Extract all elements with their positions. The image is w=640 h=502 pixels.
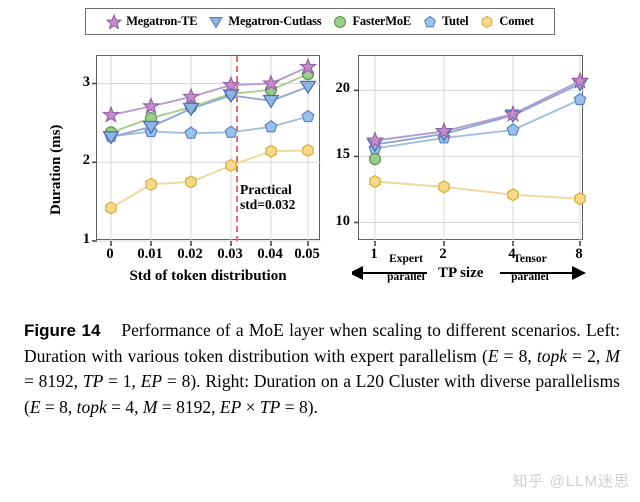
data-point-comet — [438, 180, 450, 194]
data-point-megatron-te — [503, 104, 523, 122]
left-xtick-0.02: 0.02 — [177, 246, 203, 262]
figure-caption: Figure 14 Performance of a MoE layer whe… — [24, 318, 620, 420]
right-xtick-8: 8 — [575, 246, 583, 262]
data-point-megatron-te — [261, 73, 281, 92]
series-line-comet — [374, 180, 581, 200]
annotation-line-2: std=0.032 — [240, 197, 296, 212]
data-point-fastermoe — [368, 152, 382, 166]
data-point-tutel — [301, 109, 315, 123]
legend-item-fastermoe: FasterMoE — [332, 14, 411, 30]
data-point-megatron-te — [141, 96, 161, 115]
series-line-tutel — [374, 98, 581, 150]
series-line-comet — [110, 149, 309, 209]
left-chart-plot-area — [92, 55, 321, 246]
right-x-axis-label: TP size — [438, 265, 484, 281]
data-point-megatron-cutlass — [262, 94, 280, 109]
right-ytick-20: 20 — [335, 80, 351, 97]
left-ytick-2: 2 — [82, 152, 90, 169]
right-ytick-15: 15 — [335, 146, 351, 163]
series-line-megatron-cutlass — [374, 82, 581, 146]
legend-item-megatron-cutlass: Megatron-Cutlass — [208, 14, 322, 30]
left-xtick-0.04: 0.04 — [257, 246, 283, 262]
right-ytick-10: 10 — [335, 212, 351, 229]
figure-number: Figure 14 — [24, 321, 101, 340]
right-chart-plot-area — [354, 55, 590, 246]
legend-label: Tutel — [442, 14, 469, 28]
data-point-megatron-te — [181, 87, 201, 105]
data-point-comet — [302, 143, 314, 158]
parallelism-arrows — [352, 266, 586, 280]
data-point-megatron-cutlass — [222, 89, 240, 104]
right-chart-svg — [354, 56, 590, 246]
series-line-megatron-te — [110, 66, 309, 116]
series-line-megatron-te — [374, 80, 581, 142]
data-point-megatron-te — [298, 57, 318, 75]
tensor-parallel-label-line1: Tensor — [513, 253, 547, 265]
chart-legend: Megatron-TE Megatron-Cutlass FasterMoE T… — [85, 8, 555, 35]
data-point-megatron-te — [570, 71, 590, 89]
data-point-megatron-te — [101, 105, 121, 123]
data-point-tutel — [264, 119, 278, 133]
legend-item-megatron-te: Megatron-TE — [106, 13, 198, 30]
star-marker-icon — [106, 13, 123, 30]
data-point-megatron-cutlass — [182, 102, 200, 117]
series-line-megatron-cutlass — [110, 85, 309, 139]
data-point-tutel — [184, 126, 198, 139]
data-point-comet — [145, 177, 157, 191]
legend-item-comet: Comet — [479, 14, 534, 30]
data-point-comet — [574, 192, 586, 206]
data-point-megatron-cutlass — [299, 80, 317, 95]
practical-std-annotation: Practical std=0.032 — [240, 182, 295, 212]
watermark: 知乎 @LLM迷思 — [512, 473, 630, 490]
data-point-comet — [265, 144, 277, 158]
series-line-fastermoe — [110, 73, 309, 134]
legend-label: Megatron-TE — [126, 14, 198, 28]
left-x-axis-label: Std of token distribution — [129, 268, 287, 284]
data-point-comet — [185, 175, 197, 189]
legend-label: Megatron-Cutlass — [228, 14, 322, 28]
left-ytick-1: 1 — [82, 231, 90, 247]
right-xtick-1: 1 — [370, 246, 378, 262]
right-xtick-4: 4 — [508, 246, 516, 262]
right-xtick-2: 2 — [439, 246, 447, 262]
caption-body: Performance of a MoE layer when scaling … — [24, 320, 621, 417]
data-point-tutel — [506, 123, 520, 136]
legend-label: FasterMoE — [352, 14, 412, 28]
data-point-megatron-te — [221, 75, 241, 93]
triangle-down-marker-icon — [209, 16, 224, 28]
left-xtick-0.03: 0.03 — [217, 246, 243, 262]
left-xtick-0.05: 0.05 — [294, 246, 320, 262]
left-xtick-0.01: 0.01 — [137, 246, 163, 262]
circle-marker-icon — [334, 15, 347, 28]
expert-parallel-label-line1: Expert — [389, 253, 423, 265]
legend-label: Comet — [499, 14, 534, 28]
data-point-tutel — [224, 125, 238, 138]
left-xtick-0: 0 — [106, 246, 114, 262]
left-y-axis-label: Duration (ms) — [48, 124, 64, 215]
data-point-megatron-cutlass — [142, 120, 160, 135]
data-point-megatron-te — [365, 130, 385, 149]
left-ytick-3: 3 — [82, 73, 90, 90]
data-point-megatron-cutlass — [102, 131, 120, 145]
data-point-megatron-te — [434, 121, 454, 140]
data-point-comet — [507, 188, 519, 202]
data-point-comet — [105, 201, 117, 215]
legend-item-tutel: Tutel — [422, 14, 469, 30]
series-line-tutel — [110, 115, 309, 138]
pentagon-marker-icon — [424, 15, 437, 27]
expert-parallel-label-line2: parallel — [387, 271, 425, 283]
data-point-tutel — [573, 92, 587, 106]
annotation-line-1: Practical — [240, 182, 292, 197]
left-chart-svg — [92, 56, 321, 246]
tensor-parallel-label-line2: parallel — [511, 271, 549, 283]
data-point-comet — [225, 158, 237, 173]
data-point-comet — [369, 174, 381, 189]
hexagon-marker-icon — [482, 15, 493, 28]
